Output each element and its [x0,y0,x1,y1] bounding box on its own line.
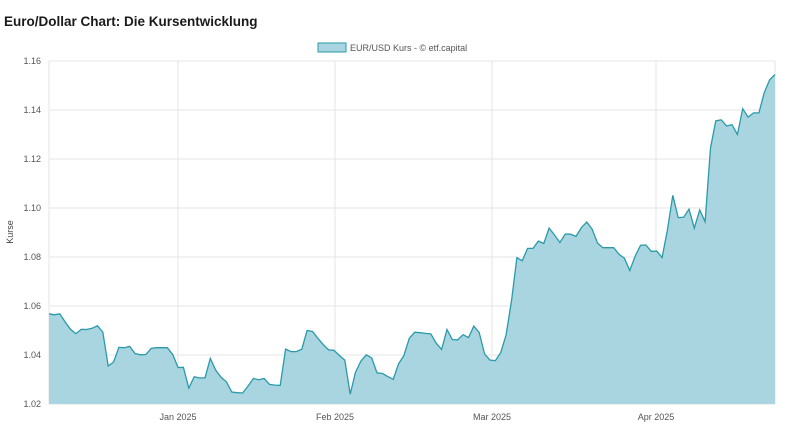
y-tick-label: 1.12 [23,154,41,164]
y-axis-label: Kurse [5,220,15,244]
page-title: Euro/Dollar Chart: Die Kursentwicklung [4,14,258,29]
y-tick-label: 1.10 [23,203,41,213]
series-line [48,74,776,395]
chart-legend[interactable]: EUR/USD Kurs - © etf.capital [317,42,467,53]
y-tick-label: 1.06 [23,301,41,311]
legend-label: EUR/USD Kurs - © etf.capital [350,43,467,53]
x-tick-label: Jan 2025 [159,412,196,422]
y-tick-label: 1.08 [23,252,41,262]
y-tick-label: 1.04 [23,350,41,360]
x-tick-label: Feb 2025 [316,412,354,422]
series-area [49,74,775,404]
y-tick-label: 1.16 [23,56,41,66]
y-tick-label: 1.02 [23,399,41,409]
y-axis: 1.02 1.04 1.06 1.08 1.10 1.12 1.14 1.16 [23,56,41,409]
x-tick-label: Mar 2025 [473,412,511,422]
x-tick-label: Apr 2025 [638,412,675,422]
legend-swatch [317,42,347,53]
x-axis: Jan 2025 Feb 2025 Mar 2025 Apr 2025 [159,412,674,422]
y-tick-label: 1.14 [23,105,41,115]
